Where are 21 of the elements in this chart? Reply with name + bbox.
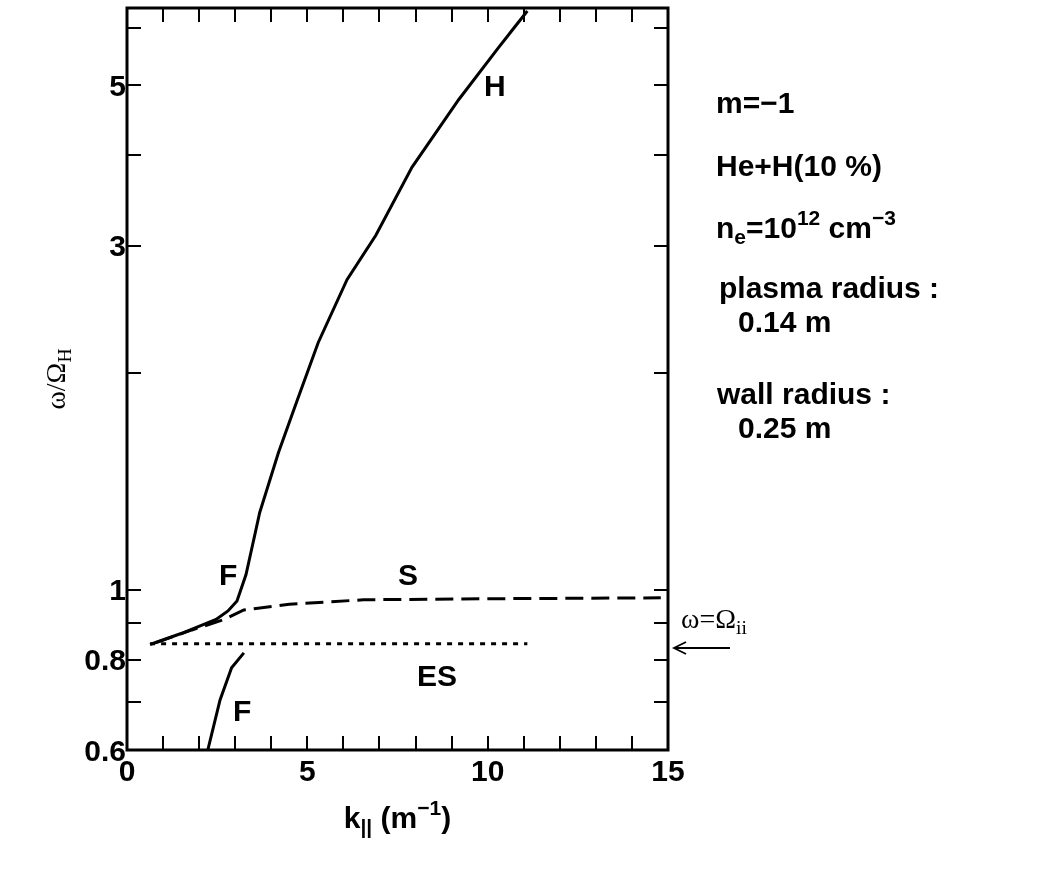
- x-axis-title: k$_{||}$ (m$^{−1}$): [343, 795, 452, 838]
- annotation: H: [484, 69, 506, 102]
- text: 0.14 m: [738, 305, 832, 338]
- x-tick-label: 10: [470, 754, 505, 787]
- text: wall radius :: [716, 377, 891, 410]
- x-tick-label: 15: [651, 754, 685, 787]
- x-tick-label: 5: [298, 754, 316, 787]
- y-tick-label: 0.8: [84, 643, 126, 677]
- text: m=−1: [716, 86, 795, 119]
- annotation: S: [398, 558, 419, 591]
- y-tick-label: 5: [109, 68, 126, 102]
- y-tick-label: 1: [109, 573, 126, 607]
- text: ω=Ω$_{ii}$: [681, 603, 748, 638]
- annotation: F: [233, 694, 252, 727]
- annotation: F: [219, 558, 238, 591]
- annotation: ES: [417, 659, 458, 692]
- text: plasma radius :: [719, 271, 940, 304]
- text: 0.25 m: [738, 411, 832, 444]
- text: He+H(10 %): [716, 149, 882, 182]
- text: n$_{e}$=10$^{12}$ cm$^{−3}$: [716, 206, 896, 248]
- y-tick-label: 3: [109, 229, 126, 262]
